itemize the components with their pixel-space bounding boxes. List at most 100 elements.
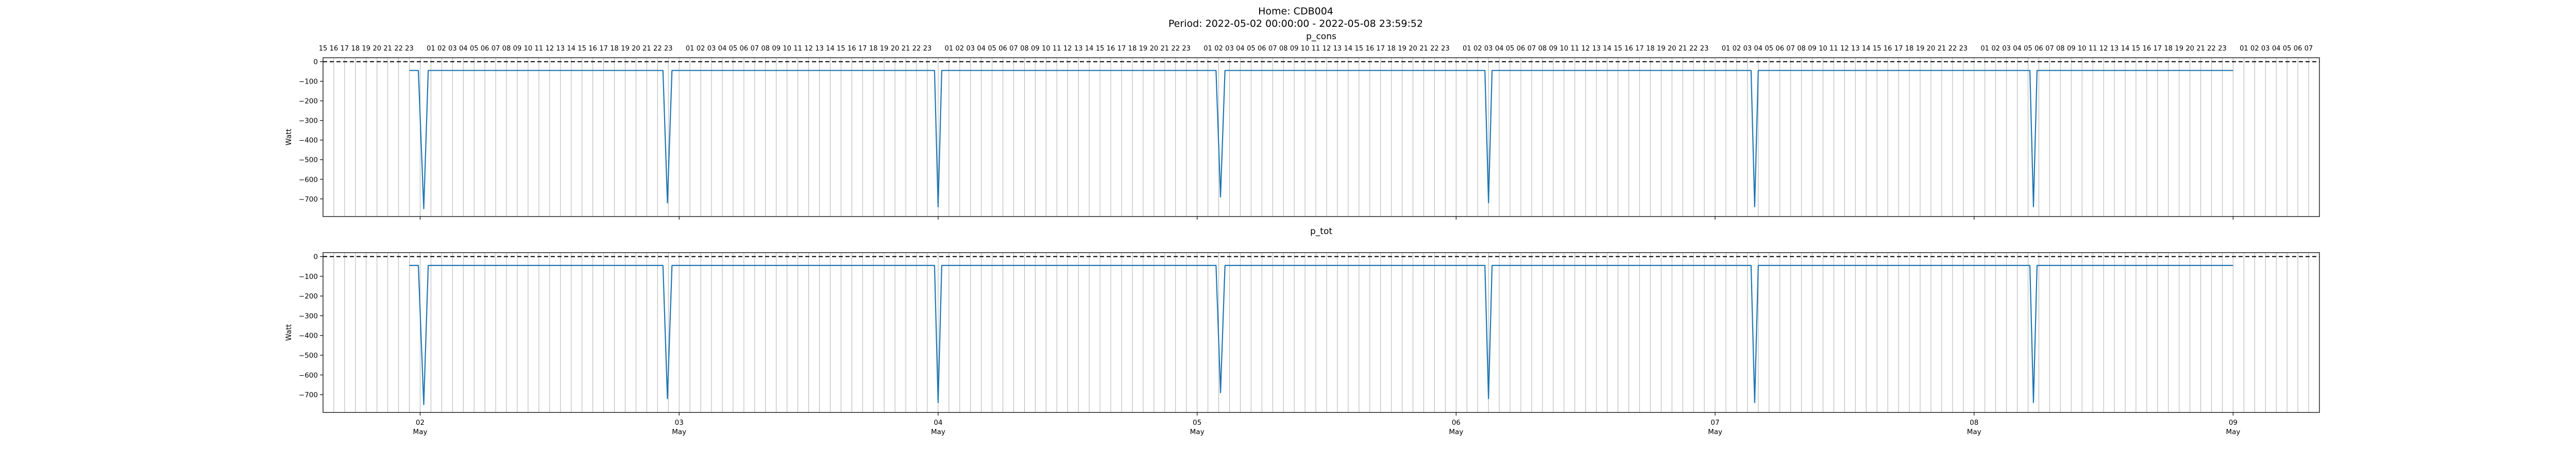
hour-tick-label: 02 [1733, 45, 1741, 53]
hour-tick-label: 04 [1754, 45, 1763, 53]
hour-tick-label: 08 [1279, 45, 1288, 53]
hour-tick-label: 19 [362, 45, 371, 53]
hour-tick-label: 11 [2089, 45, 2097, 53]
hour-tick-label: 08 [761, 45, 770, 53]
hour-tick-label: 01 [2240, 45, 2248, 53]
y-tick-label: 0 [313, 253, 318, 261]
hour-tick-label: 06 [2294, 45, 2302, 53]
hour-tick-label: 23 [923, 45, 932, 53]
hour-tick-label: 15 [1355, 45, 1364, 53]
y-tick-label: −600 [299, 176, 318, 184]
hour-tick-label: 09 [1031, 45, 1040, 53]
hour-tick-label: 04 [459, 45, 468, 53]
hour-tick-label: 03 [1225, 45, 1234, 53]
chart-p-tot: p_tot 0 −100 −200 −300 −400 −500 −600 −700 Watt 02… [285, 226, 2320, 436]
x-tick-label-day: 09 [2229, 419, 2238, 427]
hour-tick-label: 17 [599, 45, 608, 53]
y-tick-label: 0 [313, 58, 318, 67]
hour-tick-label: 23 [1959, 45, 1968, 53]
hour-tick-label: 15 [1873, 45, 1882, 53]
hour-tick-label: 23 [664, 45, 673, 53]
x-tick-label-day: 08 [1970, 419, 1978, 427]
hour-tick-label: 07 [1268, 45, 1277, 53]
hour-tick-label: 18 [1128, 45, 1137, 53]
y-tick-label: −300 [299, 312, 318, 320]
y-tick-label: −100 [299, 273, 318, 281]
x-tick-label-month: May [2226, 428, 2240, 436]
y-tick-label: −600 [299, 371, 318, 379]
hour-tick-label: 07 [1786, 45, 1795, 53]
x-tick-label-day: 04 [934, 419, 942, 427]
hour-tick-label: 19 [880, 45, 889, 53]
hour-tick-label: 05 [1247, 45, 1256, 53]
hour-tick-label: 23 [1182, 45, 1191, 53]
hour-tick-label: 12 [546, 45, 554, 53]
hour-tick-label: 13 [1592, 45, 1601, 53]
hour-tick-label: 15 [2132, 45, 2141, 53]
hour-tick-label: 03 [2002, 45, 2011, 53]
x-tick-label-day: 02 [416, 419, 425, 427]
axes-frame [323, 57, 2320, 217]
hour-tick-label: 09 [2067, 45, 2076, 53]
x-tick-label-month: May [1449, 428, 1463, 436]
hour-tick-label: 17 [1635, 45, 1644, 53]
hour-tick-label: 05 [988, 45, 996, 53]
hour-tick-label: 19 [621, 45, 630, 53]
hour-tick-label: 14 [1085, 45, 1094, 53]
hour-tick-label: 18 [2164, 45, 2173, 53]
hour-tick-label: 21 [1419, 45, 1428, 53]
hour-tick-label: 17 [1376, 45, 1385, 53]
hour-tick-label: 17 [341, 45, 349, 53]
hour-tick-label: 23 [405, 45, 414, 53]
y-tick-label: −400 [299, 137, 318, 145]
hour-tick-label: 16 [1107, 45, 1115, 53]
hour-tick-label: 06 [1258, 45, 1266, 53]
hour-tick-label: 07 [2304, 45, 2313, 53]
hour-tick-label: 13 [2110, 45, 2119, 53]
hour-tick-label: 18 [610, 45, 619, 53]
hour-tick-label: 05 [2024, 45, 2032, 53]
hour-tick-label: 14 [2121, 45, 2130, 53]
hour-tick-label: 03 [2261, 45, 2270, 53]
y-tick-label: −500 [299, 156, 318, 164]
hour-gridlines [323, 58, 2309, 217]
hour-tick-label: 13 [556, 45, 565, 53]
y-tick-label: −300 [299, 117, 318, 125]
hour-tick-label: 08 [1020, 45, 1029, 53]
hour-tick-label: 03 [1743, 45, 1752, 53]
hour-tick-label: 23 [1700, 45, 1709, 53]
hour-tick-label: 01 [1463, 45, 1471, 53]
hour-tick-label: 15 [1096, 45, 1105, 53]
hour-tick-label: 11 [1829, 45, 1838, 53]
hour-tick-label: 22 [1430, 45, 1439, 53]
hour-tick-label: 19 [2175, 45, 2183, 53]
hour-tick-label: 13 [1851, 45, 1860, 53]
hour-tick-label: 04 [2013, 45, 2022, 53]
hour-tick-label: 21 [383, 45, 392, 53]
hour-tick-label: 10 [2078, 45, 2087, 53]
x-axis [419, 217, 2234, 220]
hour-tick-label: 05 [729, 45, 738, 53]
hour-tick-label: 15 [1614, 45, 1622, 53]
hour-tick-label: 04 [2272, 45, 2281, 53]
hour-tick-label: 10 [1560, 45, 1569, 53]
hour-tick-label: 06 [1517, 45, 1526, 53]
hour-tick-label: 21 [2196, 45, 2205, 53]
figure-title-line2: Period: 2022-05-02 00:00:00 - 2022-05-08… [1168, 18, 1423, 29]
hour-tick-label: 09 [513, 45, 522, 53]
hour-tick-label: 04 [1236, 45, 1245, 53]
hour-tick-label: 05 [1765, 45, 1773, 53]
hour-tick-label: 01 [1722, 45, 1731, 53]
x-tick-label-day: 03 [675, 419, 684, 427]
hour-tick-label: 21 [1679, 45, 1687, 53]
hour-tick-label: 18 [1387, 45, 1396, 53]
hour-tick-label: 10 [1042, 45, 1050, 53]
hour-tick-label: 04 [1495, 45, 1504, 53]
hour-tick-label: 23 [2218, 45, 2227, 53]
hour-tick-label: 06 [2035, 45, 2043, 53]
hour-tick-label: 05 [1506, 45, 1515, 53]
chart-p-cons: 15 16 17 18 19 20 21 22 23 01 02 03 04 05 06 07 08 09 10 11… [285, 31, 2320, 220]
